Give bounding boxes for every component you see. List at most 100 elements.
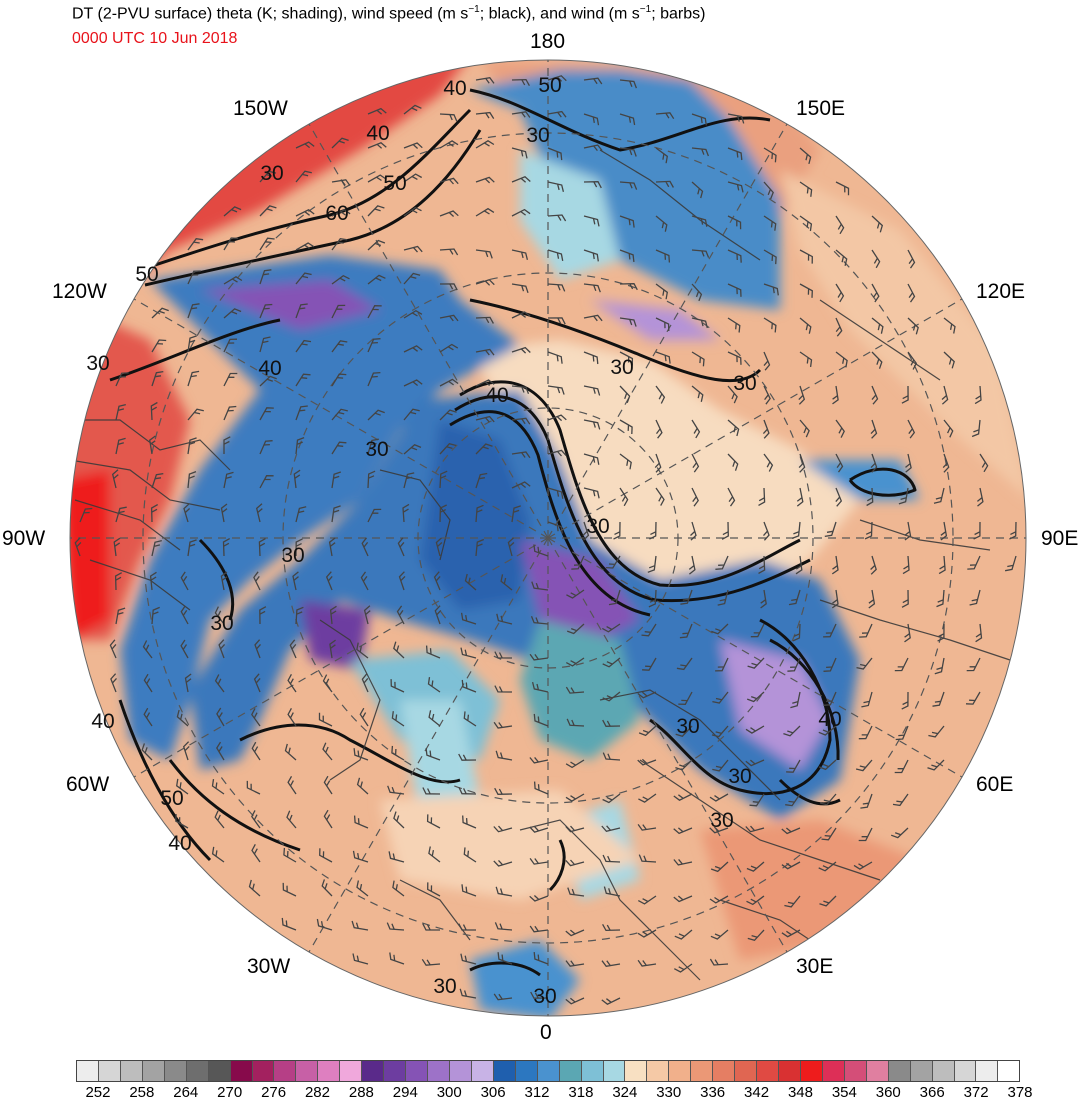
wind-barb — [223, 405, 237, 421]
wind-barb — [439, 283, 458, 291]
wind-barb — [295, 506, 307, 523]
wind-barb — [425, 748, 441, 761]
wind-barb — [583, 144, 603, 152]
wind-barb — [901, 385, 909, 404]
wind-barb — [511, 208, 531, 217]
colorbar-swatch — [844, 1061, 867, 1081]
wind-barb — [495, 750, 513, 761]
wind-barb — [819, 895, 837, 907]
wind-barb — [295, 606, 304, 625]
colorbar-swatch — [954, 1061, 977, 1081]
wind-barb — [583, 77, 603, 85]
wind-barb — [582, 521, 590, 541]
wind-barb — [799, 181, 813, 197]
wind-barb — [475, 176, 495, 184]
wind-barb — [680, 589, 693, 605]
wind-barb — [927, 759, 945, 771]
wind-barb — [583, 385, 601, 396]
colorbar-tick-label: 354 — [831, 1084, 857, 1101]
title-text-3: ; barbs) — [651, 5, 706, 23]
wind-barb — [323, 809, 333, 829]
colorbar-swatch — [888, 1061, 911, 1081]
wind-barb — [507, 537, 515, 557]
wind-barb — [835, 181, 850, 196]
wind-barb — [602, 657, 621, 668]
wind-barb — [356, 880, 369, 897]
wind-barb — [259, 303, 273, 319]
colorbar-swatch — [779, 1061, 801, 1081]
wind-barb — [762, 419, 770, 439]
wind-barb — [329, 639, 336, 659]
colorbar-swatch — [691, 1061, 714, 1081]
wind-barb — [331, 179, 351, 186]
wind-barb — [934, 657, 945, 675]
wind-barb — [746, 691, 765, 703]
wind-barb — [641, 623, 657, 637]
colorbar-swatch — [449, 1061, 472, 1081]
wind-barb — [583, 351, 599, 365]
colorbar-tick-label: 366 — [919, 1084, 945, 1101]
wind-barb — [367, 274, 386, 285]
wind-barb — [180, 639, 189, 659]
wind-barb — [745, 725, 765, 734]
contour-label: 30 — [533, 985, 556, 1008]
wind-barb — [322, 674, 333, 693]
wind-barb — [565, 859, 585, 867]
contour-label: 50 — [383, 172, 406, 195]
wind-barb — [547, 351, 563, 364]
wind-barb — [547, 487, 564, 499]
wind-barb — [428, 710, 441, 727]
wind-barb — [858, 827, 873, 842]
wind-barb — [460, 612, 477, 625]
wind-barb — [403, 272, 421, 285]
wind-barb — [214, 674, 225, 693]
wind-barb — [565, 686, 585, 694]
wind-barb — [187, 408, 204, 421]
wind-barb — [531, 581, 549, 591]
wind-barb — [798, 385, 806, 405]
wind-barb — [638, 793, 657, 803]
colorbar-tick-label: 318 — [568, 1084, 594, 1101]
wind-barb — [529, 756, 549, 764]
wind-barb — [821, 827, 837, 841]
wind-barb — [367, 305, 382, 319]
wind-barb — [760, 589, 767, 609]
wind-barb — [613, 521, 621, 540]
wind-barb — [511, 385, 530, 395]
wind-barb — [861, 691, 873, 708]
wind-barb — [799, 147, 812, 165]
colorbar-swatch — [142, 1061, 165, 1081]
wind-barb — [904, 521, 912, 541]
wind-barb — [675, 725, 693, 737]
wind-barb — [709, 793, 729, 802]
wind-barb — [529, 925, 549, 933]
wind-barb — [180, 605, 189, 625]
colorbar-swatch — [471, 1061, 494, 1081]
wind-barb — [565, 759, 585, 769]
wind-barb — [295, 538, 303, 557]
wind-barb — [727, 317, 741, 333]
wind-barb — [295, 405, 308, 421]
wind-barb — [547, 249, 564, 262]
wind-barb — [495, 886, 513, 897]
wind-barb — [475, 415, 495, 423]
wind-barb — [565, 657, 585, 667]
colorbar-tick-label: 312 — [524, 1084, 550, 1101]
wind-barb — [433, 571, 441, 591]
wind-barb — [439, 504, 447, 523]
wind-barb — [655, 147, 669, 164]
wind-barb — [187, 335, 197, 353]
wind-barb — [799, 215, 813, 232]
colorbar-swatch — [603, 1061, 626, 1081]
wind-barb — [973, 521, 981, 540]
wind-barb — [151, 370, 164, 387]
wind-barb — [727, 419, 740, 437]
colorbar-swatch — [296, 1061, 319, 1081]
wind-barb — [282, 882, 297, 897]
wind-barb — [835, 487, 843, 507]
wind-barb — [458, 923, 476, 931]
wind-barb — [566, 623, 585, 635]
wind-barb — [422, 923, 440, 931]
wind-barb — [367, 174, 387, 183]
wind-barb — [295, 373, 311, 387]
